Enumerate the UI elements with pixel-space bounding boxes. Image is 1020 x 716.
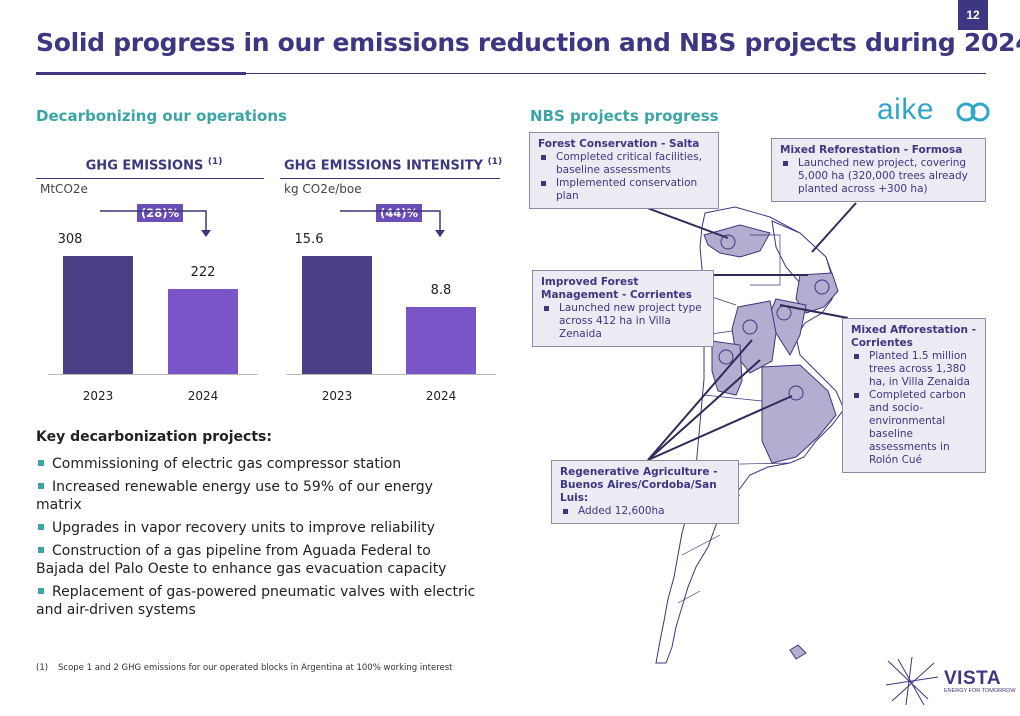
callout-title: Mixed Reforestation - Formosa bbox=[780, 144, 963, 156]
callout-regenerative-agriculture: Regenerative Agriculture - Buenos Aires/… bbox=[551, 460, 739, 524]
list-item: Upgrades in vapor recovery units to impr… bbox=[36, 519, 476, 537]
callout-mixed-reforestation-formosa: Mixed Reforestation - Formosa Launched n… bbox=[771, 138, 986, 202]
key-projects-list: Commissioning of electric gas compressor… bbox=[36, 455, 476, 624]
bar-label-2023: 308 bbox=[57, 232, 83, 247]
bar-2024 bbox=[406, 307, 476, 374]
page-number: 12 bbox=[958, 0, 988, 30]
bullet-square-icon bbox=[38, 524, 44, 530]
key-projects-heading: Key decarbonization projects: bbox=[36, 429, 272, 445]
decarbonizing-heading: Decarbonizing our operations bbox=[36, 107, 287, 125]
bar-2023 bbox=[63, 256, 133, 374]
vista-tagline: ENERGY FOR TOMORROW bbox=[944, 688, 1016, 694]
title-divider-accent bbox=[36, 72, 246, 75]
list-item: Commissioning of electric gas compressor… bbox=[36, 455, 476, 473]
bullet-square-icon bbox=[38, 460, 44, 466]
bullet-square-icon bbox=[38, 588, 44, 594]
callout-mixed-afforestation-corrientes: Mixed Afforestation - Corrientes Planted… bbox=[842, 318, 986, 473]
chart-title-intensity: GHG EMISSIONS INTENSITY (1) bbox=[284, 157, 503, 174]
chart-title-ghg: GHG EMISSIONS (1) bbox=[85, 157, 223, 174]
list-item: Completed critical facilities, baseline … bbox=[538, 151, 710, 177]
x-tick-2023: 2023 bbox=[82, 389, 114, 403]
aike-loop-icon bbox=[956, 102, 990, 122]
list-item: Launched new project, covering 5,000 ha … bbox=[780, 157, 977, 196]
callout-title: Regenerative Agriculture - Buenos Aires/… bbox=[560, 466, 718, 504]
bar-2024 bbox=[168, 289, 238, 374]
callout-title: Mixed Afforestation - Corrientes bbox=[851, 324, 976, 349]
aike-logo: aike bbox=[877, 93, 935, 126]
chart-title-rule bbox=[280, 178, 500, 179]
x-tick-2023: 2023 bbox=[321, 389, 353, 403]
list-item: Replacement of gas-powered pneumatic val… bbox=[36, 584, 476, 618]
nbs-heading: NBS projects progress bbox=[530, 107, 719, 125]
bullet-square-icon bbox=[38, 547, 44, 553]
callout-forest-conservation-salta: Forest Conservation - Salta Completed cr… bbox=[529, 132, 719, 209]
x-tick-2024: 2024 bbox=[187, 389, 219, 403]
x-axis bbox=[48, 374, 258, 375]
callout-title: Forest Conservation - Salta bbox=[538, 138, 700, 150]
title-divider bbox=[36, 73, 986, 74]
bar-label-2024: 222 bbox=[190, 265, 216, 280]
bar-label-2024: 8.8 bbox=[430, 283, 452, 298]
chart-title-rule bbox=[36, 178, 264, 179]
vista-star-icon bbox=[885, 656, 939, 706]
list-item: Implemented conservation plan bbox=[538, 177, 710, 203]
change-badge: (44)% bbox=[376, 204, 423, 222]
bar-2023 bbox=[302, 256, 372, 374]
x-axis bbox=[286, 374, 496, 375]
argentina-map bbox=[655, 206, 845, 664]
list-item: Added 12,600ha bbox=[560, 505, 730, 518]
page-title: Solid progress in our emissions reductio… bbox=[36, 28, 1020, 57]
callout-improved-forest-corrientes: Improved Forest Management - Corrientes … bbox=[532, 270, 714, 347]
callout-title: Improved Forest Management - Corrientes bbox=[541, 276, 692, 301]
vista-logo: VISTA bbox=[944, 668, 1002, 689]
unit-label: kg CO2e/boe bbox=[284, 182, 362, 196]
bar-label-2023: 15.6 bbox=[294, 232, 324, 247]
list-item: Launched new project type across 412 ha … bbox=[541, 302, 705, 341]
bullet-square-icon bbox=[38, 483, 44, 489]
list-item: Completed carbon and socio-environmental… bbox=[851, 389, 977, 467]
list-item: Increased renewable energy use to 59% of… bbox=[36, 479, 433, 513]
x-tick-2024: 2024 bbox=[425, 389, 457, 403]
footnote: (1) Scope 1 and 2 GHG emissions for our o… bbox=[36, 663, 453, 673]
unit-label: MtCO2e bbox=[40, 182, 88, 196]
change-badge: (28)% bbox=[137, 204, 184, 222]
list-item: Construction of a gas pipeline from Agua… bbox=[36, 543, 447, 577]
list-item: Planted 1.5 million trees across 1,380 h… bbox=[851, 350, 977, 389]
